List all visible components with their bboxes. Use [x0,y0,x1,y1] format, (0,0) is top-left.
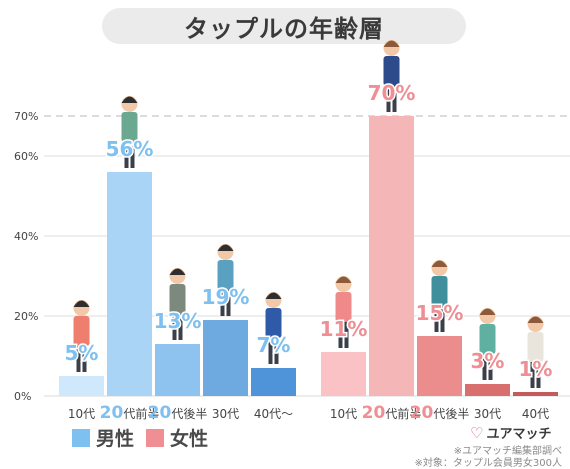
legend-female-label: 女性 [170,428,209,450]
category-label: 20代後半 [410,403,470,423]
person-hair [265,292,282,299]
person-leg [482,352,487,380]
bar [59,376,104,396]
brand-name: ユアマッチ [486,427,552,442]
person-leg [536,360,541,388]
source-note: ※ユアマッチ編集部調べ [453,446,562,457]
value-label: 56% [106,137,154,161]
person-leg [172,312,177,340]
person-leg [268,336,273,364]
person-leg [434,304,439,332]
legend-male: 男性 [72,424,134,451]
legend-female: 女性 [146,424,208,451]
person-leg [440,304,445,332]
bar [513,392,558,396]
bar [321,352,366,396]
person-body [431,276,448,306]
person-body [383,56,400,86]
bar [417,336,462,396]
person-body [335,292,352,322]
category-label: 40代〜 [254,407,293,421]
person-leg [178,312,183,340]
person-leg [488,352,493,380]
category-label: 20代後半 [148,403,208,423]
y-tick-label: 60% [14,150,38,163]
person-body [121,112,138,142]
person-hair [527,316,544,323]
person-body [479,324,496,354]
bar [155,344,200,396]
legend-female-swatch [146,428,164,447]
category-label: 20代前半 [100,403,160,423]
person-leg [338,320,343,348]
legend-male-label: 男性 [96,428,135,450]
y-tick-label: 0% [14,390,31,403]
category-label: 10代 [68,407,95,421]
category-label: 30代 [474,407,501,421]
value-label: 13% [154,309,202,333]
bar [203,320,248,396]
person-leg [124,140,129,168]
y-tick-label: 40% [14,230,38,243]
person-body [73,316,90,346]
person-hair [217,244,234,251]
person-body [217,260,234,290]
person-body [527,332,544,362]
person-leg [344,320,349,348]
bar [251,368,296,396]
person-leg [392,84,397,112]
value-label: 5% [65,341,99,365]
person-hair [383,40,400,47]
person-hair [335,276,352,283]
person-body [265,308,282,338]
bar [369,116,414,396]
brand-logo: ♡ ユアマッチ [470,423,552,443]
person-leg [530,360,535,388]
person-hair [479,308,496,315]
category-label: 20代前半 [362,403,422,423]
person-hair [121,96,138,103]
person-leg [386,84,391,112]
value-label: 7% [257,333,291,357]
value-label: 3% [471,349,505,373]
value-label: 19% [202,285,250,309]
person-hair [169,268,186,275]
y-tick-label: 70% [14,110,38,123]
y-tick-label: 20% [14,310,38,323]
person-leg [130,140,135,168]
heart-icon: ♡ [470,423,484,442]
person-leg [220,288,225,316]
person-body [169,284,186,314]
category-label: 30代 [212,407,239,421]
value-label: 15% [416,301,464,325]
person-hair [73,300,90,307]
sample-note: ※対象：タップル会員男女300人 [414,458,562,469]
value-label: 70% [368,81,416,105]
bar [465,384,510,396]
value-label: 11% [320,317,368,341]
person-leg [226,288,231,316]
bar [107,172,152,396]
category-label: 10代 [330,407,357,421]
person-leg [76,344,81,372]
person-leg [274,336,279,364]
value-label: 1% [519,357,553,381]
legend-male-swatch [72,428,90,447]
person-hair [431,260,448,267]
person-leg [82,344,87,372]
category-label: 40代 [522,407,549,421]
chart-title: タップルの年齢層 [102,8,466,44]
